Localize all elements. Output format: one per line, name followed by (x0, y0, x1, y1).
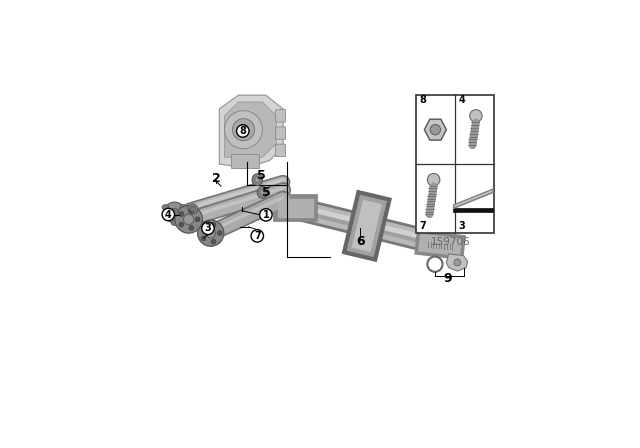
Circle shape (175, 206, 202, 233)
Circle shape (206, 228, 216, 238)
Text: 9: 9 (444, 272, 452, 285)
Ellipse shape (255, 177, 260, 183)
Circle shape (189, 208, 194, 213)
Text: 4: 4 (458, 95, 465, 105)
Circle shape (260, 209, 272, 221)
Circle shape (162, 208, 175, 221)
Circle shape (238, 125, 249, 135)
Circle shape (428, 173, 440, 186)
Circle shape (217, 231, 222, 236)
Circle shape (179, 222, 184, 227)
Circle shape (189, 225, 194, 230)
Circle shape (251, 230, 264, 242)
Ellipse shape (171, 220, 178, 225)
Text: 1: 1 (262, 210, 269, 220)
Ellipse shape (257, 186, 268, 198)
Circle shape (211, 222, 216, 227)
Ellipse shape (188, 204, 198, 214)
Polygon shape (225, 102, 276, 157)
Polygon shape (446, 254, 468, 271)
Circle shape (225, 111, 262, 149)
Polygon shape (454, 208, 493, 212)
Text: 8: 8 (419, 95, 426, 105)
Circle shape (202, 222, 214, 234)
Text: 159706: 159706 (431, 237, 470, 247)
Circle shape (470, 110, 482, 122)
Polygon shape (220, 95, 283, 168)
Text: 7: 7 (419, 221, 426, 231)
Text: 2: 2 (211, 172, 220, 185)
Polygon shape (232, 154, 259, 168)
Circle shape (164, 202, 185, 223)
Text: 3: 3 (458, 221, 465, 231)
Circle shape (237, 125, 249, 137)
Circle shape (211, 239, 216, 244)
Circle shape (201, 236, 206, 241)
Circle shape (179, 211, 184, 216)
Text: 6: 6 (356, 235, 365, 248)
FancyBboxPatch shape (416, 95, 493, 233)
Ellipse shape (190, 206, 196, 212)
FancyBboxPatch shape (276, 144, 285, 156)
FancyBboxPatch shape (276, 110, 285, 122)
Text: 8: 8 (239, 126, 246, 136)
Ellipse shape (260, 190, 265, 195)
Circle shape (201, 225, 206, 230)
Circle shape (232, 119, 255, 141)
Polygon shape (424, 119, 447, 140)
Ellipse shape (162, 205, 169, 210)
Text: 5: 5 (262, 186, 271, 199)
Circle shape (430, 125, 440, 135)
Text: 7: 7 (254, 231, 260, 241)
Ellipse shape (252, 174, 262, 185)
FancyBboxPatch shape (276, 127, 285, 139)
Circle shape (170, 208, 179, 216)
Circle shape (195, 217, 200, 222)
Circle shape (454, 259, 461, 266)
Ellipse shape (180, 205, 187, 210)
Circle shape (184, 214, 194, 224)
Text: 3: 3 (205, 223, 211, 233)
Text: 5: 5 (257, 169, 266, 182)
Polygon shape (454, 189, 493, 208)
Circle shape (198, 220, 224, 246)
Text: 4: 4 (165, 210, 172, 220)
